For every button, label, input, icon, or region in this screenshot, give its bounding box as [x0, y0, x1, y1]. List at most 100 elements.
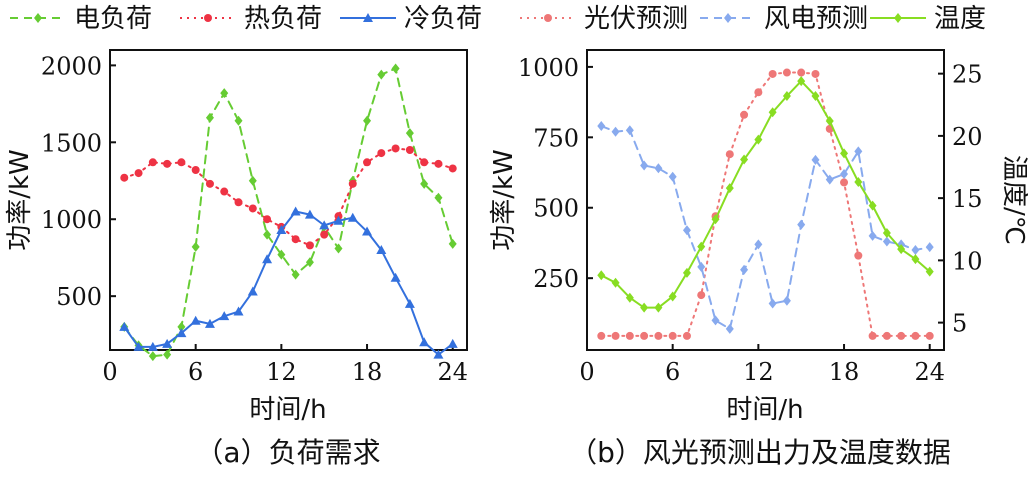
chart-a-legend-marker [204, 14, 212, 22]
chart-b-data-point [768, 298, 777, 309]
chart-a-data-point [248, 175, 257, 186]
chart-a-data-point [447, 338, 458, 348]
chart-a-data-point [376, 245, 387, 254]
chart-a-data-point [405, 146, 414, 154]
chart-b-legend-label: 风电预测 [764, 4, 868, 34]
chart-a-legend-label: 热负荷 [244, 4, 322, 34]
chart-a-data-point [420, 178, 429, 189]
chart-a-plot-frame [109, 49, 468, 351]
chart-b-data-point [668, 291, 677, 302]
chart-a-data-point [362, 226, 373, 236]
chart-a-data-point [276, 225, 287, 234]
chart-a-data-point [190, 315, 201, 325]
chart-b-data-point [854, 251, 863, 260]
chart-a-x-axis-label: 时间/h [249, 395, 326, 425]
chart-a-data-point [347, 212, 358, 222]
chart-a-y-tick-label: 1000 [41, 206, 102, 234]
chart-b-data-point [768, 107, 777, 118]
chart-b-data-point [911, 254, 920, 265]
chart-a-series [119, 63, 458, 362]
chart-a-data-point [162, 338, 173, 348]
chart-a-data-point [119, 321, 130, 331]
chart-a-data-point [363, 115, 372, 126]
chart-a-data-point [391, 144, 400, 153]
chart-a-data-point [247, 286, 258, 296]
chart-b-legend-marker [724, 13, 732, 23]
chart-b-y2-tick-label: 5 [952, 310, 967, 338]
chart-b-data-point [654, 302, 663, 313]
chart-a-y-axis-label: 功率/kW [5, 149, 35, 251]
chart-b-data-point [854, 176, 863, 187]
chart-a-data-point [290, 206, 301, 216]
chart-b-data-point [782, 91, 791, 102]
chart-b-data-point [868, 200, 877, 211]
chart-b-y-tick-label: 500 [533, 195, 579, 223]
chart-a-legend-marker [34, 13, 42, 23]
chart-b-plot-frame [586, 49, 945, 351]
chart-b-data-point [797, 219, 806, 230]
chart-b-y2-tick-label: 10 [952, 247, 983, 275]
chart-b-data-point [697, 291, 706, 300]
chart-a-data-point [291, 235, 300, 244]
chart-a-caption: （a）负荷需求 [195, 436, 380, 469]
chart-b-data-point [840, 168, 849, 179]
chart-a-data-point [220, 187, 229, 196]
chart-a-data-point [134, 169, 143, 178]
chart-a-data-point [433, 349, 444, 359]
chart-a-legend: 电负荷 热负荷 冷负荷 [10, 4, 482, 34]
chart-b-data-point [782, 68, 791, 77]
chart-b-x-tick-label: 12 [743, 358, 774, 386]
chart-a-data-point [448, 238, 457, 249]
chart-a-data-point [305, 257, 314, 268]
chart-a-x-tick-label: 6 [188, 358, 203, 386]
chart-b-legend-marker [894, 13, 902, 23]
chart-b-data-point [640, 160, 649, 171]
chart-b-data-point [782, 295, 791, 306]
chart-b-series [597, 68, 934, 340]
chart-a-y-tick-label: 500 [56, 283, 102, 311]
chart-b-x-tick-label: 24 [914, 358, 945, 386]
chart-a-data-point [333, 215, 344, 225]
chart-b-data-point [868, 230, 877, 241]
chart-a-data-point [234, 115, 243, 126]
chart-b-data-point [754, 239, 763, 250]
chart-b-data-point [725, 183, 734, 194]
chart-a-data-point [233, 306, 244, 316]
chart-a-data-point [291, 269, 300, 280]
chart-b-data-point [768, 69, 777, 78]
chart-b-data-point [740, 110, 749, 119]
chart-a-data-point [277, 249, 286, 260]
chart-a-x-tick-label: 18 [352, 358, 383, 386]
chart-b-legend-label: 温度 [934, 4, 986, 34]
chart-b-axis-ticks: 0 6 12 18 24 250 500 750 1000 5 10 15 20 25 [518, 54, 983, 386]
chart-a-data-point [434, 192, 443, 203]
chart-a-data-point [391, 63, 400, 74]
chart-b-wind-solar-temperature: 0 6 12 18 24 250 500 750 1000 5 10 15 20 25 时间/h 功率/k… [489, 4, 1028, 469]
chart-b-data-point [897, 244, 906, 255]
chart-a-data-point [263, 229, 272, 240]
chart-b-series-line-1 [600, 125, 931, 330]
chart-b-data-point [854, 146, 863, 157]
chart-b-data-point [740, 154, 749, 165]
chart-b-data-point [668, 331, 677, 340]
chart-b-y2-axis-label: 温度/℃ [999, 155, 1028, 245]
chart-b-legend: 光伏预测 风电预测 温度 [520, 4, 986, 34]
chart-a-series-line-0 [123, 67, 454, 358]
chart-a-data-point [163, 349, 172, 360]
chart-a-data-point [148, 158, 157, 167]
chart-b-data-point [840, 178, 849, 187]
chart-b-y2-tick-label: 20 [952, 123, 983, 151]
chart-b-data-point [911, 331, 920, 340]
chart-b-data-point [725, 150, 734, 159]
chart-b-y-tick-label: 1000 [518, 54, 579, 82]
chart-b-y-tick-label: 750 [533, 124, 579, 152]
chart-b-data-point [597, 331, 606, 340]
chart-a-data-point [419, 337, 430, 347]
chart-a-data-point [363, 158, 372, 167]
chart-b-data-point [611, 126, 620, 137]
chart-a-legend-marker [363, 13, 373, 22]
chart-b-data-point [611, 331, 620, 340]
chart-a-data-point [148, 351, 157, 362]
chart-b-data-point [725, 323, 734, 334]
chart-a-data-point [191, 166, 200, 174]
